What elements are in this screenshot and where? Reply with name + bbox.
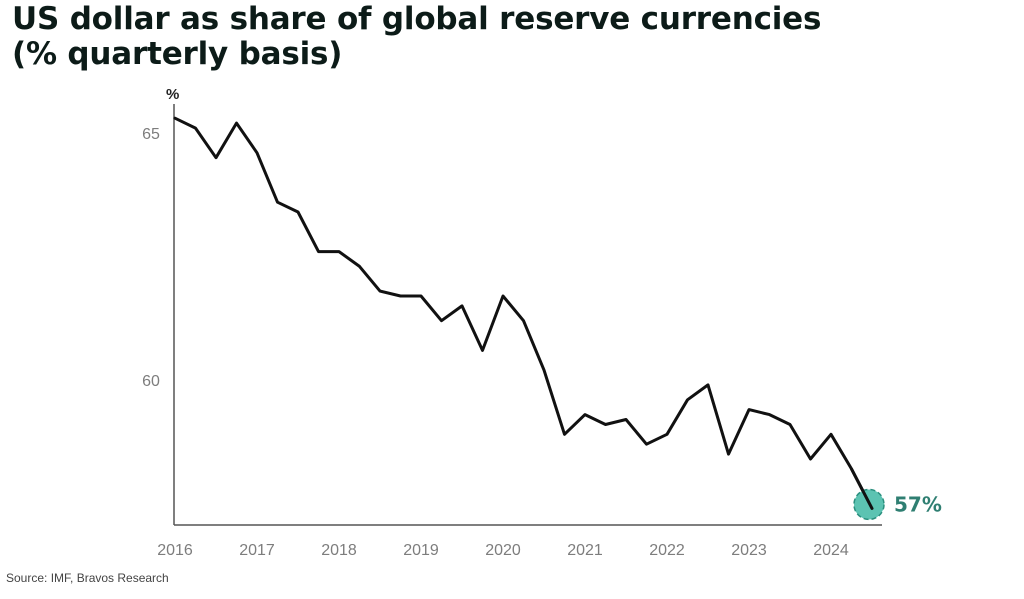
- chart-axes: [173, 104, 882, 526]
- source-note: Source: IMF, Bravos Research: [6, 571, 169, 585]
- annotations: 57%: [850, 467, 942, 521]
- plot-area: [173, 116, 874, 510]
- x-tick-label: 2018: [321, 542, 357, 559]
- x-tick-label: 2022: [649, 542, 685, 559]
- x-tick-label: 2024: [813, 542, 849, 559]
- y-tick-label: 65: [142, 126, 160, 143]
- chart-title: US dollar as share of global reserve cur…: [12, 2, 821, 72]
- title-line-1: US dollar as share of global reserve cur…: [12, 1, 822, 37]
- x-tick-label: 2016: [157, 542, 193, 559]
- x-tick-label: 2017: [239, 542, 275, 559]
- y-tick-label: 60: [142, 373, 160, 390]
- title-line-2: (% quarterly basis): [12, 36, 343, 72]
- end-value-label: 57%: [894, 492, 942, 516]
- tick-labels: % 60 65 2016 2017 2018 2019 2020 2021 2022 2023 202…: [142, 86, 849, 559]
- x-tick-label: 2020: [485, 542, 521, 559]
- x-tick-label: 2019: [403, 542, 439, 559]
- x-tick-label: 2021: [567, 542, 603, 559]
- x-tick-label: 2023: [731, 542, 767, 559]
- series-line-tail: [850, 467, 874, 510]
- series-line: [173, 116, 874, 510]
- y-axis-unit-label: %: [166, 86, 179, 103]
